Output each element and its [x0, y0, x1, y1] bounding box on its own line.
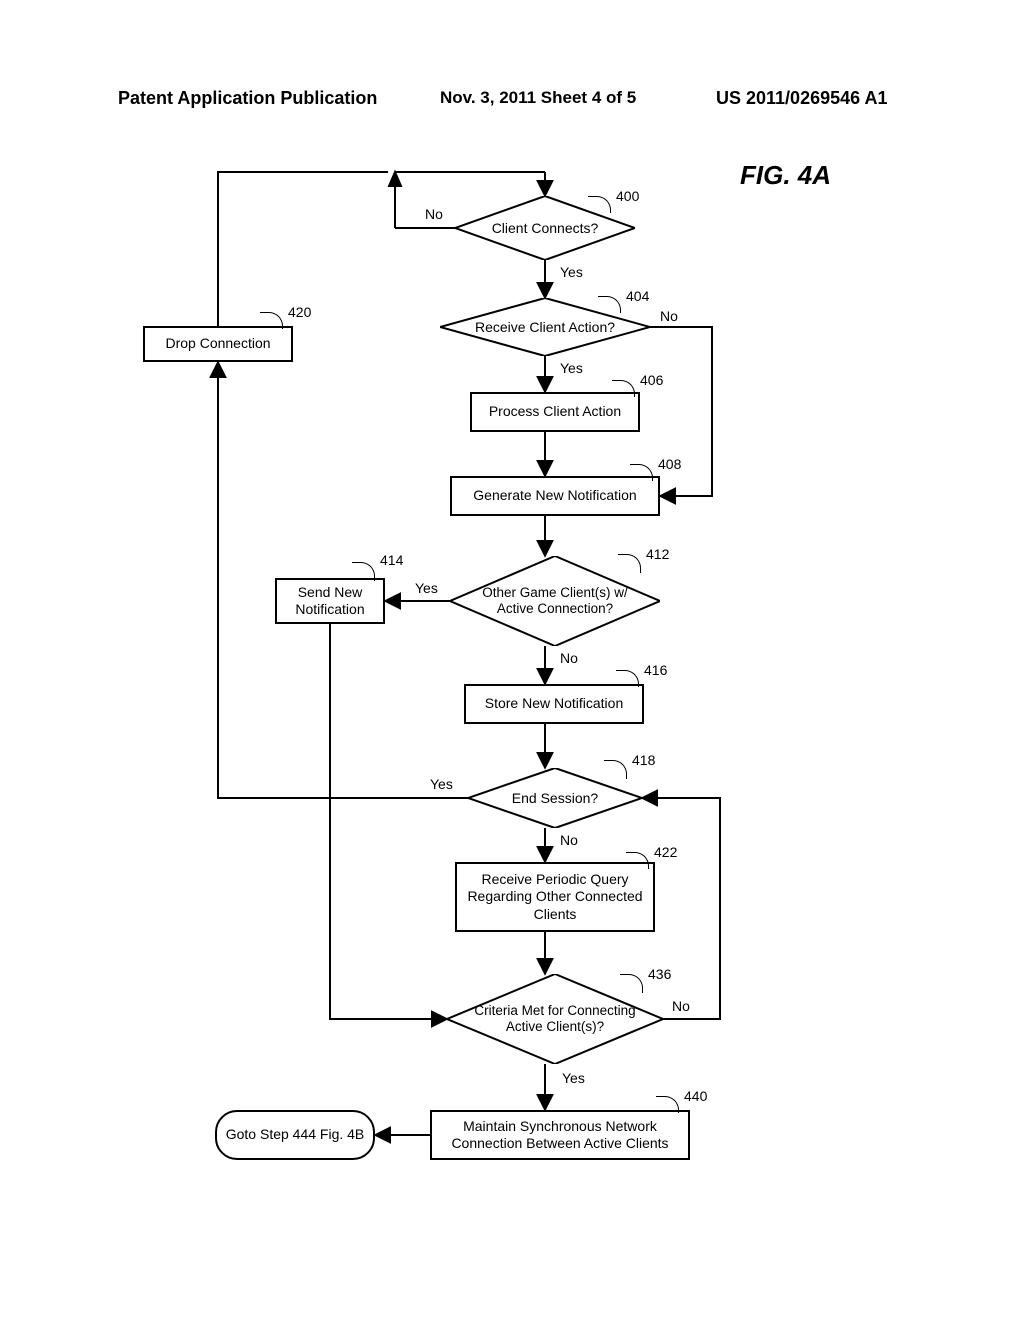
receive-periodic-query: Receive Periodic Query Regarding Other C…: [455, 862, 655, 932]
ref-416: 416: [644, 662, 667, 678]
ref-414: 414: [380, 552, 403, 568]
goto-step-444: Goto Step 444 Fig. 4B: [215, 1110, 375, 1160]
ref-leader-408: [630, 464, 653, 481]
send-new-notification: Send New Notification: [275, 578, 385, 624]
ref-422: 422: [654, 844, 677, 860]
drop-connection: Drop Connection: [143, 326, 293, 362]
ref-leader-422: [626, 852, 649, 869]
edge-yes-412: Yes: [415, 580, 438, 596]
ref-412: 412: [646, 546, 669, 562]
store-new-notification: Store New Notification: [464, 684, 644, 724]
edge-yes-418: Yes: [430, 776, 453, 792]
ref-440: 440: [684, 1088, 707, 1104]
ref-408: 408: [658, 456, 681, 472]
ref-436: 436: [648, 966, 671, 982]
header-right: US 2011/0269546 A1: [716, 88, 887, 109]
header-left: Patent Application Publication: [118, 88, 377, 109]
maintain-sync-connection: Maintain Synchronous Network Connection …: [430, 1110, 690, 1160]
ref-406: 406: [640, 372, 663, 388]
edge-no-436: No: [672, 998, 690, 1014]
process-client-action: Process Client Action: [470, 392, 640, 432]
ref-400: 400: [616, 188, 639, 204]
ref-leader-420: [260, 312, 283, 329]
edge-yes-404: Yes: [560, 360, 583, 376]
ref-leader-414: [352, 562, 375, 581]
edge-no-400: No: [425, 206, 443, 222]
ref-leader-418: [604, 760, 627, 779]
ref-leader-406: [612, 380, 635, 397]
ref-leader-440: [656, 1096, 679, 1113]
page-container: Patent Application Publication Nov. 3, 2…: [0, 0, 1024, 1320]
edge-no-412: No: [560, 650, 578, 666]
figure-label: FIG. 4A: [740, 160, 831, 191]
ref-418: 418: [632, 752, 655, 768]
edge-yes-436: Yes: [562, 1070, 585, 1086]
ref-leader-416: [616, 670, 639, 687]
ref-404: 404: [626, 288, 649, 304]
edge-no-404: No: [660, 308, 678, 324]
generate-new-notification: Generate New Notification: [450, 476, 660, 516]
header-center: Nov. 3, 2011 Sheet 4 of 5: [440, 88, 636, 108]
edge-no-418: No: [560, 832, 578, 848]
ref-420: 420: [288, 304, 311, 320]
edge-yes-400: Yes: [560, 264, 583, 280]
